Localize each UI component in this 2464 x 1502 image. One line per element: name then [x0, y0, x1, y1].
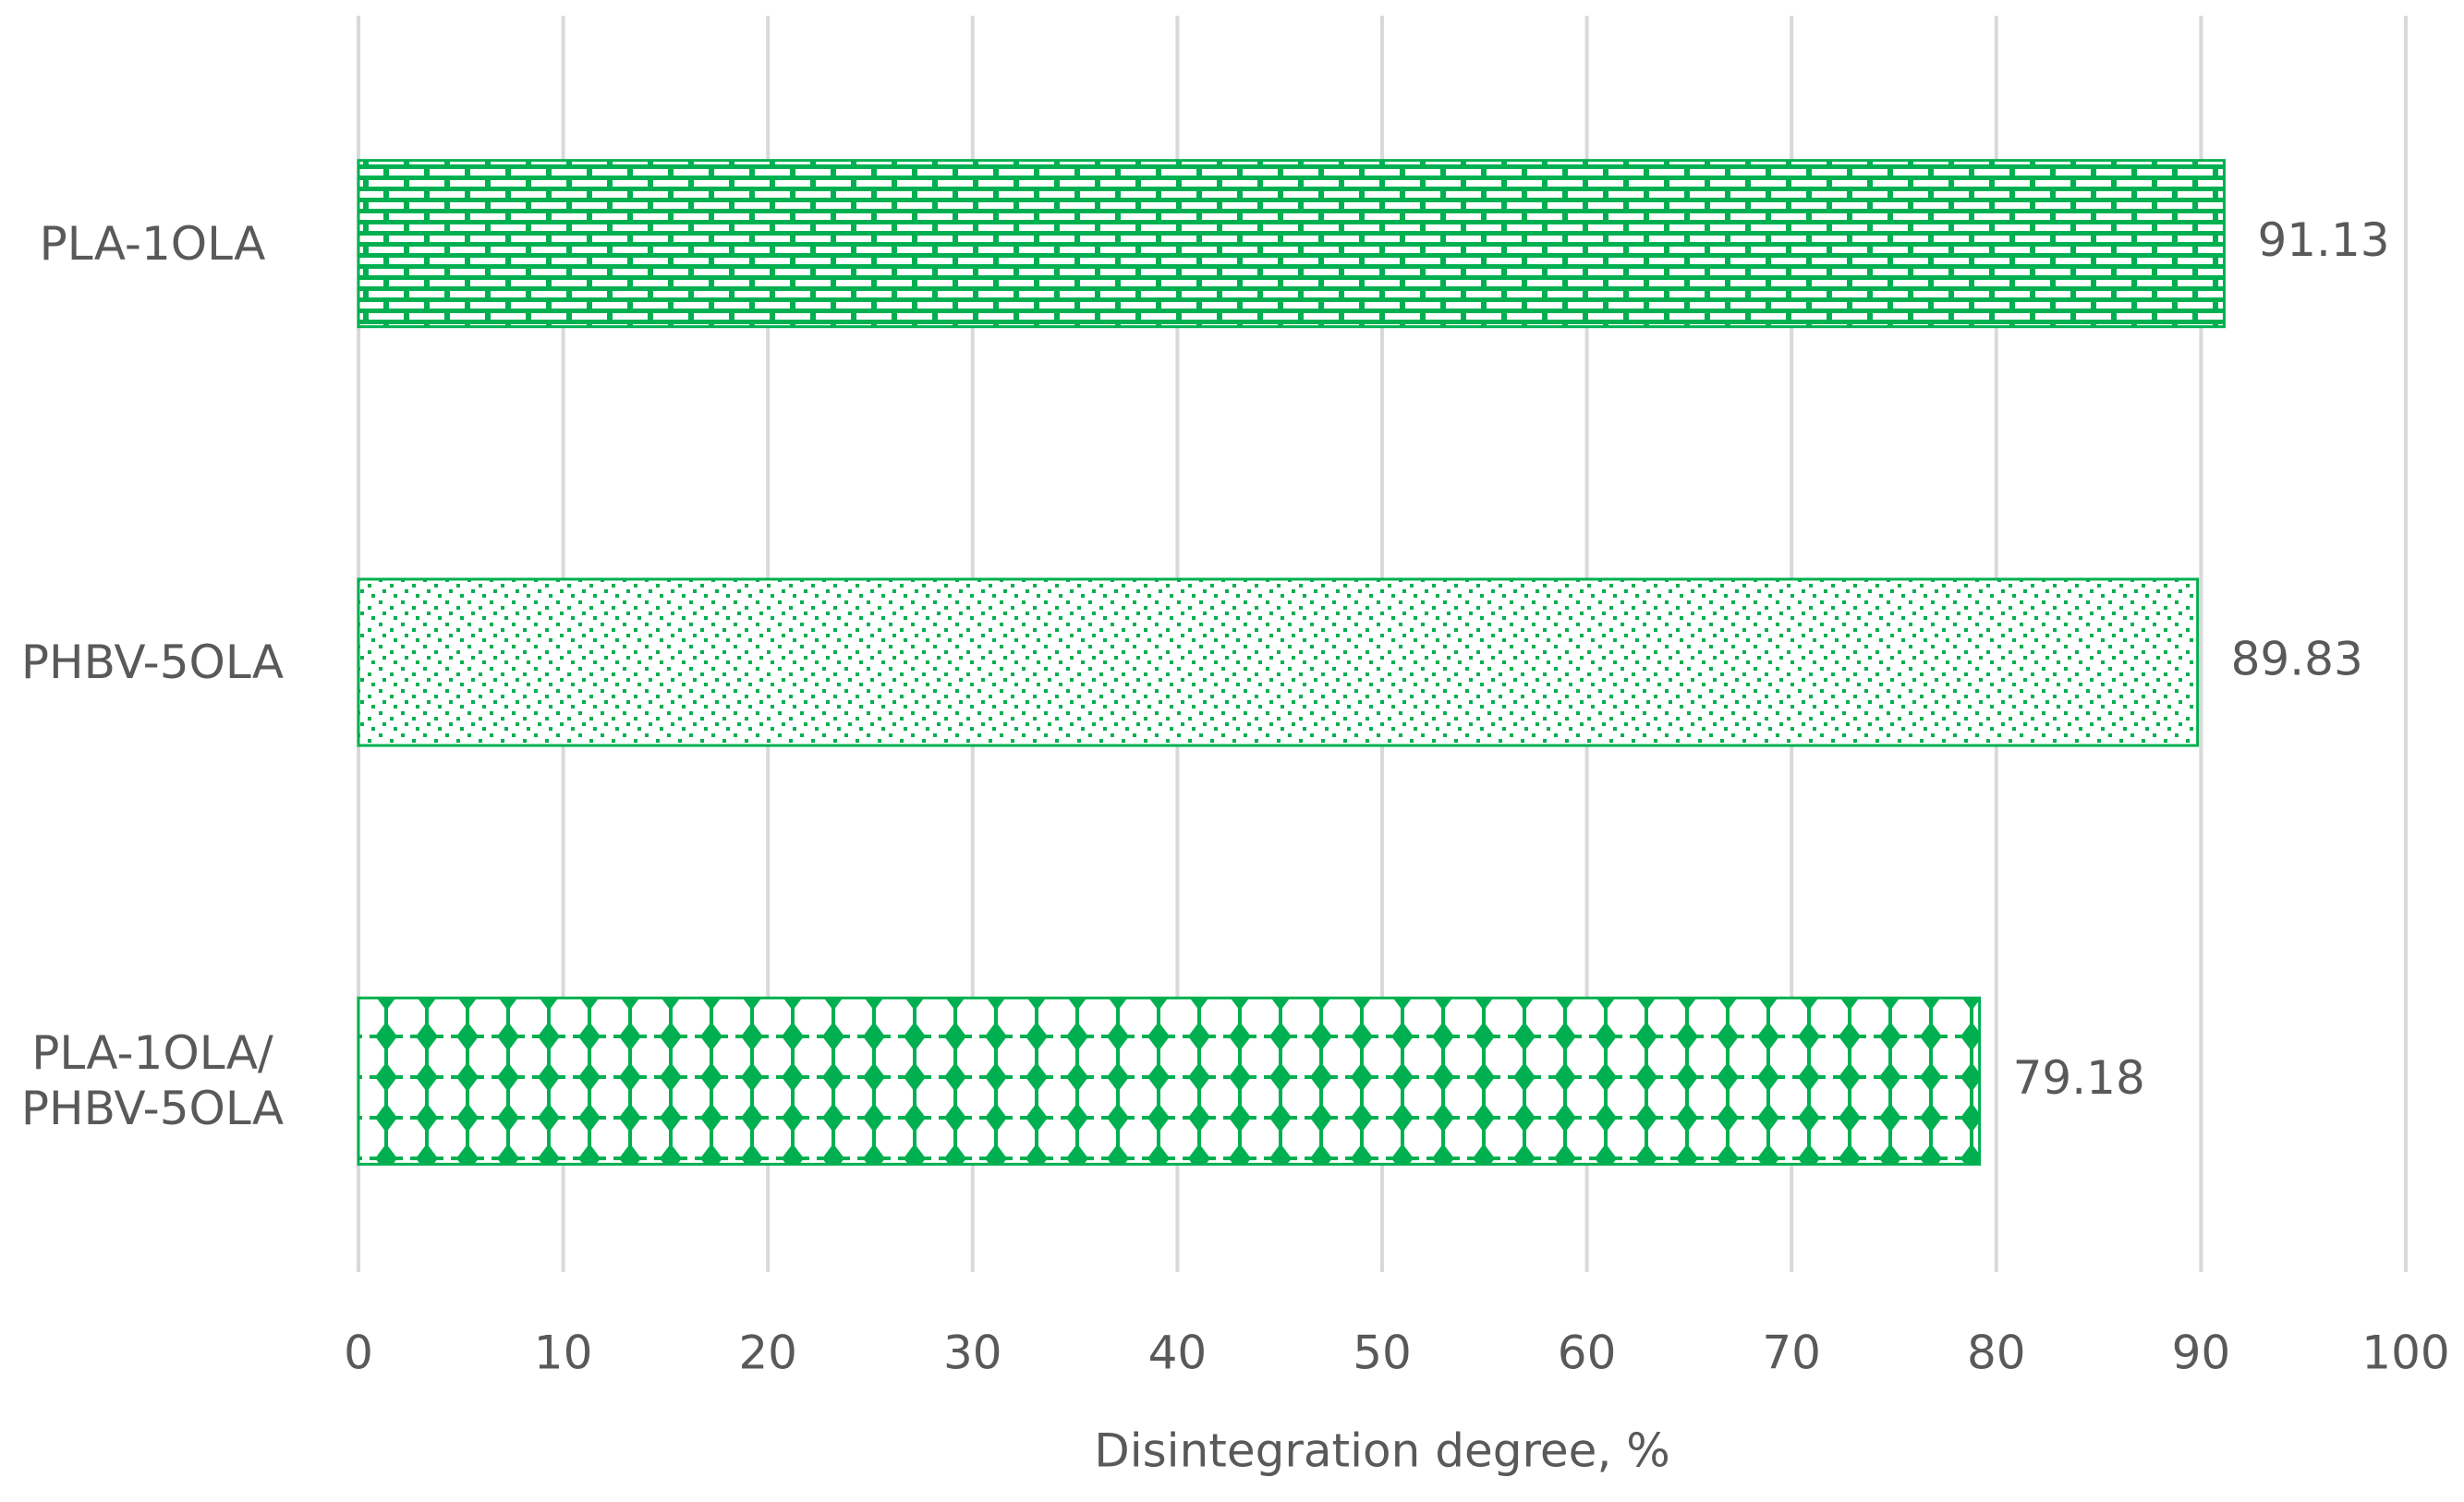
bar — [357, 996, 1982, 1166]
x-tick-label: 90 — [2172, 1326, 2231, 1380]
y-tick-label: PLA-1OLA/ PHBV-5OLA — [20, 1026, 285, 1136]
x-tick-label: 10 — [534, 1326, 593, 1380]
x-tick-label: 70 — [1762, 1326, 1821, 1380]
y-tick-label: PLA-1OLA — [39, 216, 266, 271]
bar — [357, 159, 2226, 329]
x-tick-label: 100 — [2361, 1326, 2449, 1380]
x-tick-label: 0 — [344, 1326, 373, 1380]
x-tick-label: 40 — [1148, 1326, 1208, 1380]
data-label: 89.83 — [2231, 633, 2363, 686]
y-tick-label: PHBV-5OLA — [20, 636, 285, 689]
x-tick-label: 50 — [1353, 1326, 1412, 1380]
x-tick-label: 60 — [1558, 1326, 1617, 1380]
data-label: 91.13 — [2257, 213, 2389, 267]
x-axis-title: Disintegration degree, % — [1094, 1424, 1670, 1478]
x-tick-label: 30 — [943, 1326, 1002, 1380]
x-tick-label: 20 — [738, 1326, 797, 1380]
bar — [357, 577, 2200, 747]
x-tick-label: 80 — [1967, 1326, 2026, 1380]
data-label: 79.18 — [2013, 1051, 2145, 1105]
